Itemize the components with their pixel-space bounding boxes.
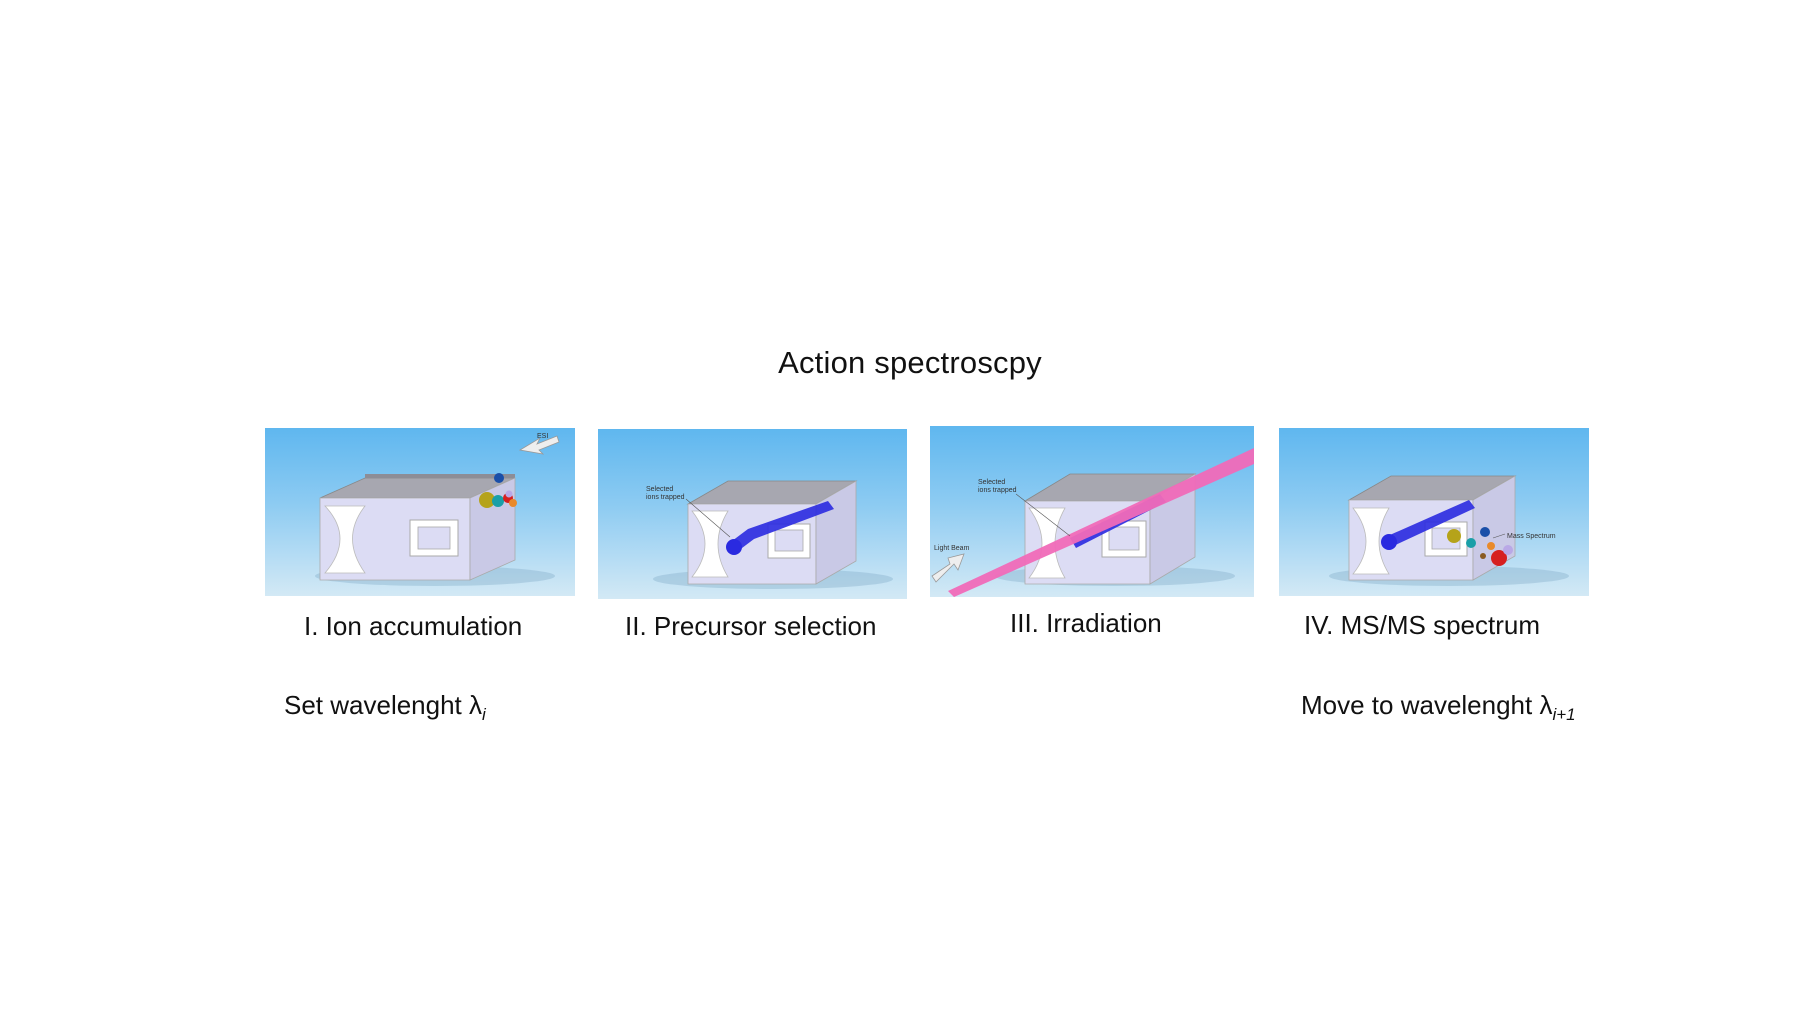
ion-trap-illustration: Selected ions trapped [646,480,893,589]
step-4-caption: IV. MS/MS spectrum [1304,610,1540,640]
esi-label: ESI [537,433,548,440]
panel-precursor-selection: Selected ions trapped [598,429,907,599]
ion-trap-illustration: Mass Spectrum [1329,475,1569,586]
selected-label: Selected [978,479,1005,486]
light-beam-label: Light Beam [934,545,970,552]
panel-irradiation: Selected ions trapped Light Beam [930,426,1254,597]
mass-spectrum-label: Mass Spectrum [1507,533,1556,540]
diagram-title: Action spectroscpy [778,345,1042,380]
selected-label: Selected [646,486,673,493]
panel-ion-accumulation: ESI [265,428,575,596]
panel-msms-spectrum: Mass Spectrum [1279,428,1589,596]
ion-trap-illustration [315,435,560,586]
ions-trapped-label: ions trapped [646,494,685,501]
laser-beam [948,448,1254,597]
ion-trap-illustration: Selected ions trapped Light Beam [931,448,1254,597]
step-2-caption: II. Precursor selection [625,611,877,641]
step-1-caption: I. Ion accumulation [304,611,523,641]
set-wavelength-note: Set wavelenght λi [284,690,486,724]
step-3-caption: III. Irradiation [1010,608,1162,638]
ions-trapped-label: ions trapped [978,487,1017,494]
move-wavelength-note: Move to wavelenght λi+1 [1301,690,1576,724]
